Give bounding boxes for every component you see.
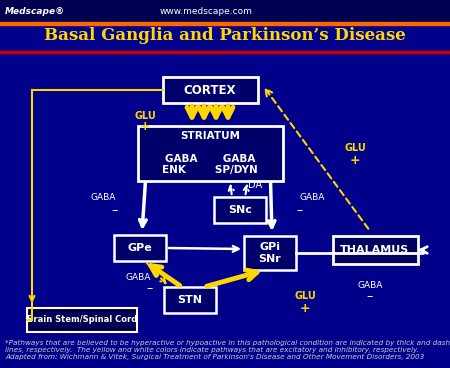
Text: STRIATUM

GABA       GABA
ENK        SP/DYN: STRIATUM GABA GABA ENK SP/DYN: [162, 131, 258, 176]
Text: www.medscape.com: www.medscape.com: [160, 7, 253, 15]
Text: STN: STN: [177, 295, 202, 305]
Text: Basal Ganglia and Parkinson’s Disease: Basal Ganglia and Parkinson’s Disease: [44, 28, 406, 45]
FancyBboxPatch shape: [27, 308, 137, 332]
FancyBboxPatch shape: [162, 77, 257, 103]
Text: +: +: [350, 153, 360, 166]
Text: –: –: [297, 205, 303, 217]
Text: Brain Stem/Spinal Cord: Brain Stem/Spinal Cord: [27, 315, 137, 325]
Text: Medscape®: Medscape®: [5, 7, 65, 15]
Text: CORTEX: CORTEX: [184, 84, 236, 96]
Text: GABA: GABA: [90, 194, 116, 202]
FancyBboxPatch shape: [214, 197, 266, 223]
Bar: [0, 0, 450, 22]
Text: GPi
SNr: GPi SNr: [259, 242, 281, 264]
Text: GABA: GABA: [125, 273, 151, 283]
Text: GPe: GPe: [128, 243, 153, 253]
Text: –: –: [367, 290, 373, 304]
FancyBboxPatch shape: [164, 287, 216, 313]
FancyBboxPatch shape: [333, 236, 418, 264]
Text: DA: DA: [248, 180, 262, 190]
Text: GLU: GLU: [294, 291, 316, 301]
Text: –: –: [147, 283, 153, 296]
Text: +: +: [300, 301, 310, 315]
Text: GABA: GABA: [299, 194, 325, 202]
Text: SNc: SNc: [228, 205, 252, 215]
Text: *Pathways that are believed to be hyperactive or hypoactive in this pathological: *Pathways that are believed to be hypera…: [5, 340, 450, 360]
Text: GLU: GLU: [344, 143, 366, 153]
Text: GLU: GLU: [134, 111, 156, 121]
Text: +: +: [140, 120, 150, 134]
Text: GABA: GABA: [357, 282, 382, 290]
FancyBboxPatch shape: [244, 236, 296, 270]
FancyBboxPatch shape: [114, 235, 166, 261]
Text: THALAMUS: THALAMUS: [340, 245, 410, 255]
Text: –: –: [112, 205, 118, 217]
Bar: [0, 22, 450, 25]
FancyBboxPatch shape: [138, 125, 283, 180]
